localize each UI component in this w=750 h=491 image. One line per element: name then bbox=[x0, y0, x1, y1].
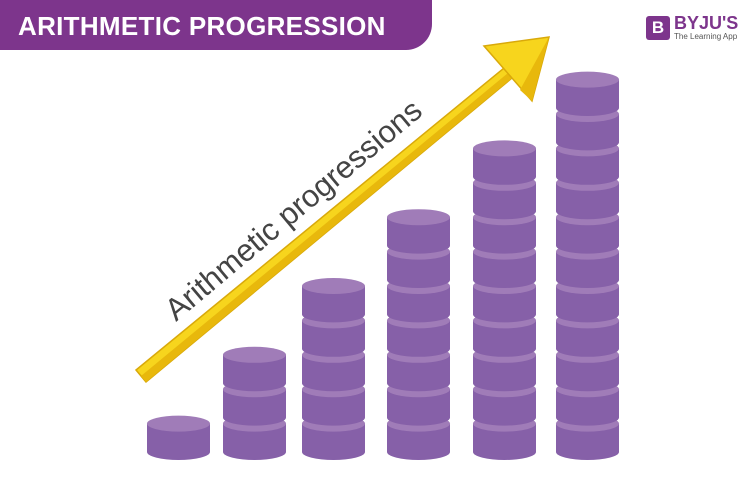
page-title: ARITHMETIC PROGRESSION bbox=[18, 11, 386, 41]
byjus-logo: B BYJU'S The Learning App bbox=[646, 14, 738, 41]
coin bbox=[387, 209, 450, 254]
coin-stack-4 bbox=[387, 209, 450, 460]
logo-name: BYJU'S bbox=[674, 13, 739, 33]
coin-stack-6 bbox=[556, 71, 619, 460]
coin bbox=[473, 140, 536, 185]
coin bbox=[556, 71, 619, 116]
coin-stack-1 bbox=[147, 415, 210, 460]
coin-stack-2 bbox=[223, 346, 286, 460]
coin bbox=[302, 278, 365, 323]
logo-tagline: The Learning App bbox=[674, 32, 738, 41]
coin-stack-3 bbox=[302, 278, 365, 460]
arrow-head-shade bbox=[520, 37, 549, 101]
arrow bbox=[134, 36, 551, 384]
logo-mark: B bbox=[646, 15, 670, 40]
coin bbox=[223, 346, 286, 392]
coin-stack-5 bbox=[473, 140, 536, 460]
coin bbox=[147, 415, 210, 460]
title-banner: ARITHMETIC PROGRESSION bbox=[0, 0, 432, 50]
arrow-shaft-shade bbox=[141, 73, 512, 382]
